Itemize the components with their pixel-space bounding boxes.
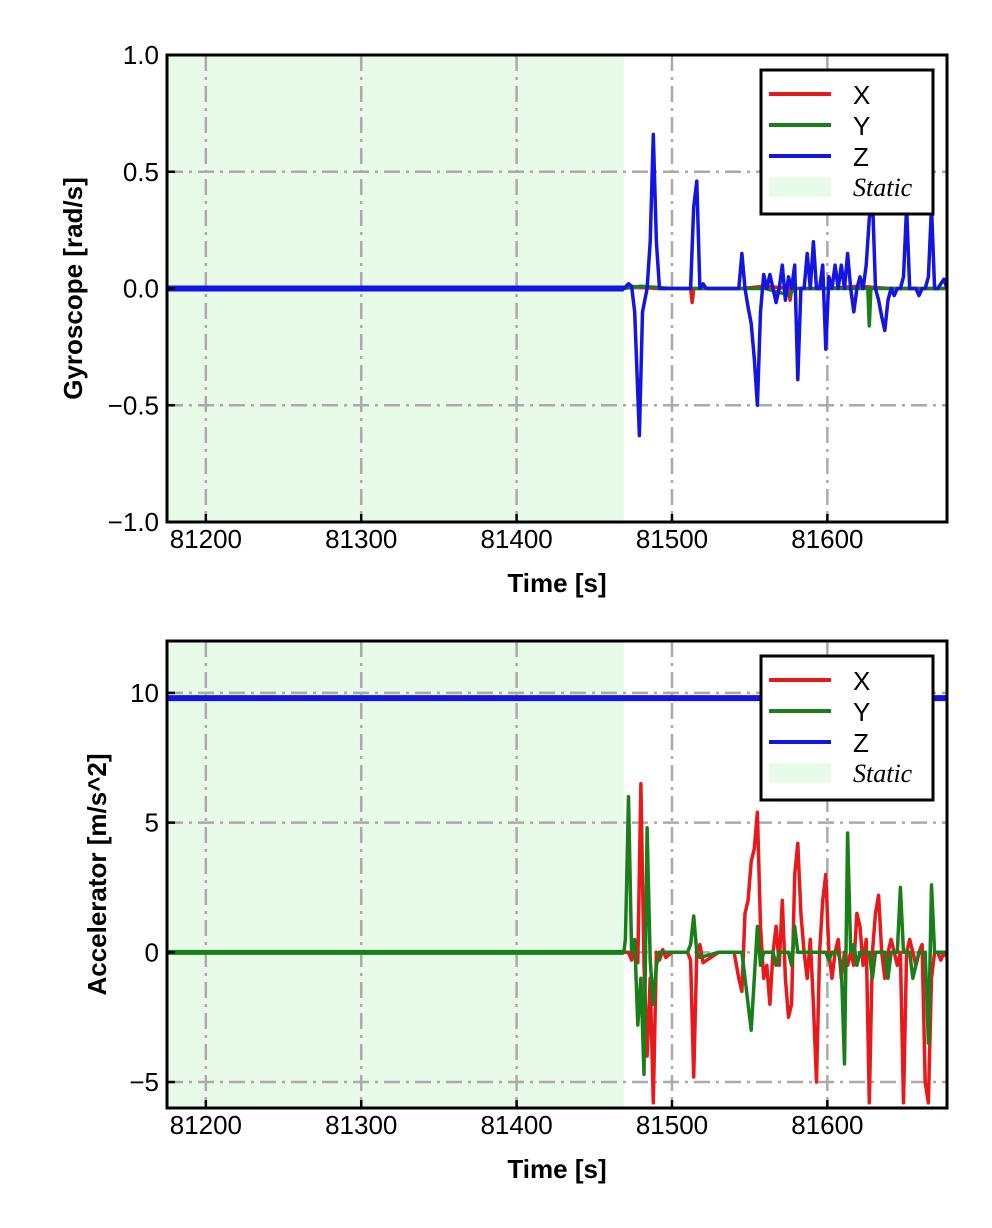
legend-label-x: X: [853, 666, 870, 696]
x-tick-label-81500: 81500: [636, 524, 708, 554]
y-tick-label-4: 1.0: [123, 40, 159, 70]
legend-label-y: Y: [853, 697, 870, 727]
x-tick-label-81200: 81200: [170, 1110, 242, 1140]
y-axis-label: Gyroscope [rad/s]: [58, 177, 88, 400]
y-tick-label-0: −1.0: [108, 507, 159, 537]
y-tick-label-2: 5: [145, 808, 159, 838]
legend-swatch-static: [769, 763, 831, 783]
legend-label-y: Y: [853, 111, 870, 141]
ticks: 81200 81300 81400 81500 81600 −5 0 5 10: [129, 678, 863, 1140]
series-group: [167, 132, 949, 438]
legend-label-static: Static: [853, 759, 913, 788]
x-tick-label-81500: 81500: [636, 1110, 708, 1140]
legend-label-static: Static: [853, 173, 913, 202]
x-tick-label-81600: 81600: [791, 524, 863, 554]
x-tick-label-81600: 81600: [791, 1110, 863, 1140]
legend: X Y Z Static: [759, 654, 935, 802]
y-axis-label: Accelerator [m/s^2]: [82, 753, 112, 995]
y-tick-label-1: 0: [145, 937, 159, 967]
x-axis-label: Time [s]: [507, 1154, 606, 1184]
legend-swatch-static: [769, 177, 831, 197]
x-tick-label-81300: 81300: [325, 524, 397, 554]
legend: X Y Z Static: [759, 68, 935, 216]
static-region: [167, 641, 624, 1108]
ticks: 81200 81300 81400 81500 81600 −1.0 −0.5 0.0 0.5 1…: [108, 40, 864, 554]
legend-label-z: Z: [853, 728, 869, 758]
y-tick-label-2: 0.0: [123, 274, 159, 304]
legend-label-x: X: [853, 80, 870, 110]
legend-label-z: Z: [853, 142, 869, 172]
y-tick-label-0: −5: [129, 1067, 159, 1097]
y-tick-label-1: −0.5: [108, 390, 159, 420]
x-axis-label: Time [s]: [507, 568, 606, 598]
series-line-z: [167, 132, 949, 438]
gyroscope-chart: 81200 81300 81400 81500 81600 −1.0 −0.5 0.0 0.5 1…: [58, 40, 949, 598]
x-tick-label-81400: 81400: [480, 1110, 552, 1140]
series-line-y: [167, 794, 947, 1077]
accelerator-chart: 81200 81300 81400 81500 81600 −5 0 5 10 Time [s]…: [82, 639, 949, 1184]
plot-frame: [165, 639, 949, 1110]
x-tick-label-81400: 81400: [480, 524, 552, 554]
x-tick-label-81300: 81300: [325, 1110, 397, 1140]
y-tick-label-3: 10: [130, 678, 159, 708]
y-tick-label-3: 0.5: [123, 157, 159, 187]
x-tick-label-81200: 81200: [170, 524, 242, 554]
